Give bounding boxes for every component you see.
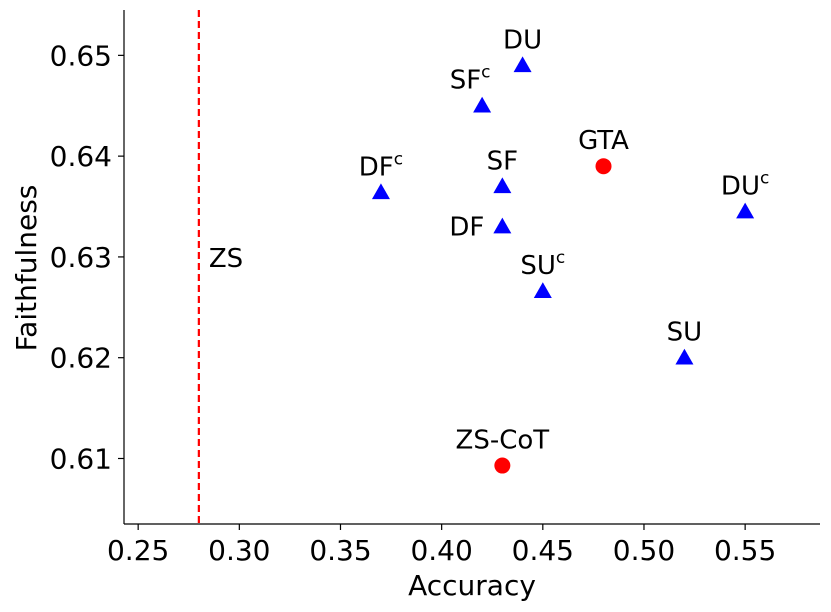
x-tick-label: 0.35	[309, 534, 371, 567]
x-tick-label: 0.30	[208, 534, 270, 567]
axes: 0.25 0.30 0.35 0.40 0.45 0.50 0.55 0.61 0.62 0.63…	[50, 10, 820, 567]
point-label-du-c: DUc	[721, 169, 769, 202]
point-zs-cot	[494, 457, 511, 474]
point-label-df: DF	[449, 213, 484, 243]
x-tick-label: 0.50	[613, 534, 675, 567]
point-label-zs-cot: ZS-CoT	[456, 426, 550, 456]
reference-line-label: ZS	[209, 244, 243, 274]
point-df-c	[371, 183, 390, 200]
point-sf-c	[473, 96, 492, 113]
marks: ZS DU SFc GTA SF DFc DUc DF SUc SU ZS-CoT	[197, 10, 769, 524]
y-tick-label: 0.65	[50, 39, 112, 72]
point-label-df-c: DFc	[359, 149, 403, 182]
point-label-du: DU	[503, 25, 542, 55]
point-su	[675, 348, 694, 365]
y-tick-label: 0.62	[50, 342, 112, 375]
point-df	[493, 217, 512, 234]
point-sf	[493, 177, 512, 194]
y-tick-label: 0.63	[50, 241, 112, 274]
point-du-c	[736, 202, 755, 219]
x-axis-label: Accuracy	[408, 569, 536, 602]
point-label-su: SU	[667, 318, 703, 348]
point-gta	[595, 158, 612, 175]
y-axis-label: Faithfulness	[10, 185, 43, 352]
x-tick-label: 0.25	[107, 534, 169, 567]
y-tick-label: 0.64	[50, 140, 112, 173]
x-tick-label: 0.55	[714, 534, 776, 567]
point-label-sf: SF	[487, 146, 518, 176]
point-label-su-c: SUc	[520, 248, 565, 281]
x-tick-label: 0.40	[410, 534, 472, 567]
point-label-gta: GTA	[578, 126, 629, 156]
y-tick-label: 0.61	[50, 442, 112, 475]
point-label-sf-c: SFc	[450, 63, 491, 96]
point-su-c	[533, 282, 552, 298]
x-tick-label: 0.45	[512, 534, 574, 567]
point-du	[513, 56, 532, 73]
